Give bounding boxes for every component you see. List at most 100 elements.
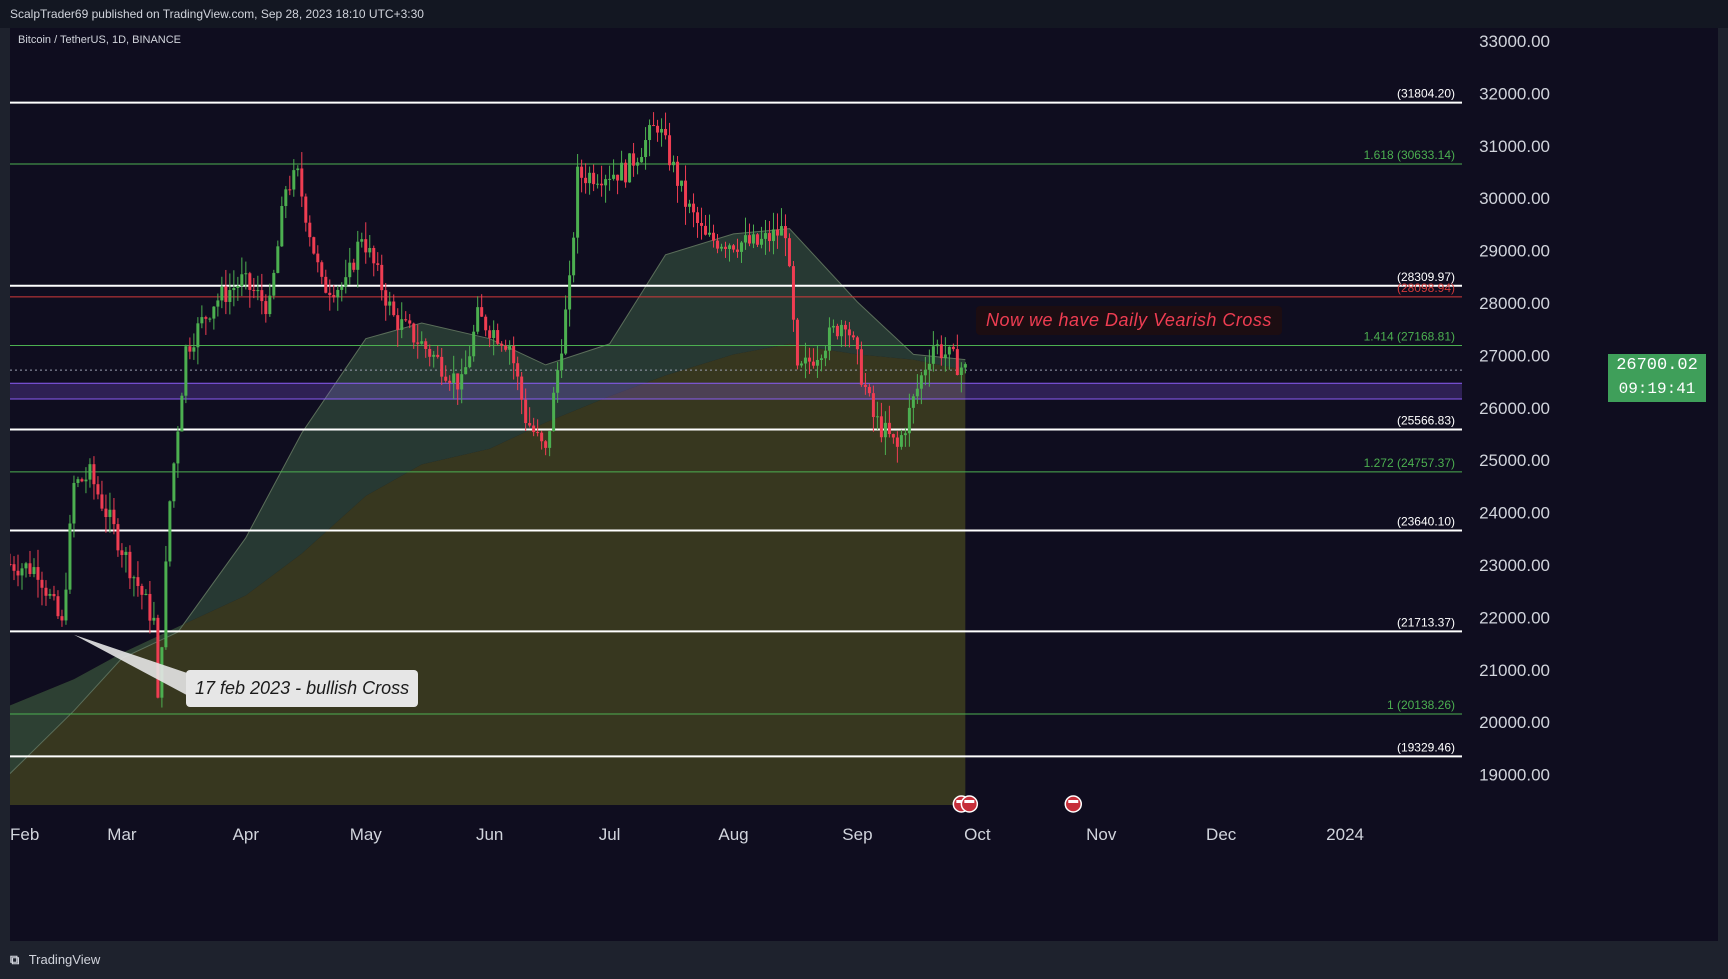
candle-body-205	[827, 327, 831, 351]
us-flag-icon-1[interactable]	[960, 795, 979, 813]
candle-body-107	[436, 354, 440, 357]
candle-body-192	[775, 229, 779, 236]
y-tick-1: 32000.00	[1479, 84, 1550, 103]
candle-body-90	[368, 247, 372, 253]
tv-logo-icon: ⧉	[10, 952, 20, 967]
candle-body-151	[612, 174, 616, 179]
candle-body-37	[156, 617, 160, 698]
candle-body-31	[132, 577, 136, 579]
candle-body-231	[931, 346, 935, 364]
candle-body-227	[915, 388, 919, 397]
candle-body-224	[903, 433, 907, 436]
candle-body-196	[791, 266, 795, 320]
us-flag-icon-2[interactable]	[1064, 795, 1083, 813]
candle-body-40	[168, 501, 172, 562]
candle-body-63	[260, 290, 264, 302]
candle-body-198	[799, 363, 803, 366]
bar-countdown: 09:19:41	[1618, 380, 1696, 399]
x-tick-6: Aug	[718, 825, 748, 844]
candle-body-218	[879, 416, 883, 438]
candle-body-112	[456, 373, 460, 390]
candle-body-126	[512, 345, 516, 364]
candle-body-16	[72, 482, 76, 524]
candle-body-130	[528, 423, 532, 426]
candle-body-122	[496, 330, 500, 344]
candle-body-204	[823, 350, 827, 359]
y-tick-8: 25000.00	[1479, 451, 1550, 470]
chart-svg[interactable]: (31804.20) 1.618 (30633.14) (28309.97)(280…	[10, 28, 1718, 941]
candle-body-166	[672, 161, 676, 166]
candle-body-211	[851, 335, 855, 338]
candle-body-147	[596, 183, 600, 185]
candle-body-69	[284, 189, 288, 207]
candle-body-163	[660, 128, 664, 133]
candle-body-220	[887, 422, 891, 435]
candle-body-142	[576, 166, 580, 238]
candle-body-101	[412, 323, 416, 343]
x-tick-0: Feb	[10, 825, 39, 844]
candle-body-58	[240, 274, 244, 287]
candle-body-144	[584, 177, 588, 184]
candle-body-55	[228, 290, 232, 302]
candle-body-73	[300, 168, 304, 197]
chart-area[interactable]: (31804.20) 1.618 (30633.14) (28309.97) (280…	[10, 28, 1718, 941]
candle-body-86	[352, 262, 356, 270]
candle-body-118	[480, 307, 484, 317]
candle-body-136	[552, 392, 556, 432]
candle-body-164	[664, 128, 668, 136]
candle-body-175	[708, 232, 712, 235]
candle-body-183	[739, 242, 743, 252]
candle-body-193	[779, 226, 783, 236]
x-tick-8: Oct	[964, 825, 991, 844]
candle-body-200	[807, 357, 811, 362]
candle-body-167	[676, 161, 680, 186]
candle-body-10	[48, 594, 52, 596]
purple-zone	[10, 383, 1462, 399]
candle-body-89	[364, 239, 368, 253]
candle-body-180	[728, 245, 732, 249]
level-label-6: 1.272 (24757.37)	[1364, 456, 1455, 470]
candle-body-237	[955, 349, 959, 376]
candle-body-143	[580, 166, 584, 178]
x-tick-5: Jul	[599, 825, 621, 844]
candle-body-70	[288, 189, 292, 191]
candle-body-102	[416, 342, 420, 344]
x-tick-9: Nov	[1086, 825, 1117, 844]
candle-body-0	[10, 564, 12, 565]
candle-body-117	[476, 307, 480, 332]
candle-body-177	[716, 240, 720, 249]
candle-body-216	[871, 393, 875, 418]
candle-body-13	[60, 616, 64, 621]
candle-body-141	[572, 237, 576, 276]
x-tick-4: Jun	[476, 825, 503, 844]
candle-body-157	[636, 162, 640, 166]
candle-body-160	[648, 125, 652, 141]
bearish-cross-annotation: Now we have Daily Vearish Cross	[976, 306, 1282, 335]
level-label-5: (25566.83)	[1397, 413, 1455, 427]
candle-body-150	[608, 178, 612, 180]
candle-body-129	[524, 399, 528, 424]
level-label-9: 1 (20138.26)	[1387, 698, 1455, 712]
candle-body-14	[64, 589, 68, 621]
x-tick-2: Apr	[233, 825, 260, 844]
candle-body-5	[28, 563, 32, 574]
candle-body-148	[600, 183, 604, 186]
candle-body-8	[40, 579, 44, 588]
candle-body-103	[420, 341, 424, 344]
candle-body-210	[847, 329, 851, 336]
current-price: 26700.02	[1616, 356, 1698, 376]
candle-body-93	[380, 264, 384, 291]
candle-body-59	[244, 273, 248, 275]
bullish-cross-text: 17 feb 2023 - bullish Cross	[195, 678, 410, 698]
candle-body-191	[771, 229, 775, 242]
candle-body-53	[220, 286, 224, 301]
candle-body-222	[895, 437, 899, 447]
candle-body-128	[520, 376, 524, 400]
candle-body-127	[516, 363, 520, 377]
candle-body-172	[696, 212, 700, 223]
candle-body-33	[140, 585, 144, 595]
candle-body-145	[588, 172, 592, 184]
candle-body-138	[560, 353, 564, 371]
candle-body-154	[624, 162, 628, 183]
candle-body-139	[564, 309, 568, 354]
